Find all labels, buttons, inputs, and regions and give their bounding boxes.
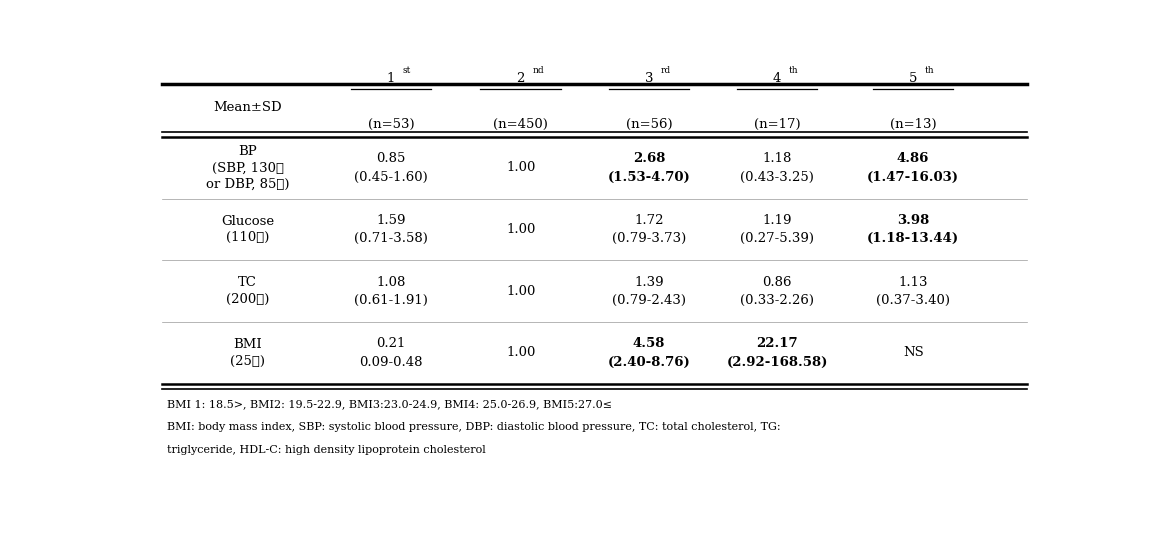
Text: (n=13): (n=13) [890,118,936,131]
Text: NS: NS [903,346,924,360]
Text: 0.85: 0.85 [376,152,406,165]
Text: (25≧): (25≧) [230,355,265,368]
Text: 1.72: 1.72 [635,214,664,227]
Text: 4: 4 [773,72,781,85]
Text: 0.09-0.48: 0.09-0.48 [360,355,423,368]
Text: (0.61-1.91): (0.61-1.91) [354,294,428,307]
Text: (0.71-3.58): (0.71-3.58) [354,232,428,245]
Text: (0.33-2.26): (0.33-2.26) [740,294,814,307]
Text: rd: rd [660,65,670,75]
Text: (n=450): (n=450) [494,118,548,131]
Text: (0.37-3.40): (0.37-3.40) [876,294,950,307]
Text: 2: 2 [517,72,525,85]
Text: BMI: BMI [234,338,262,351]
Text: (0.45-1.60): (0.45-1.60) [354,171,428,184]
Text: 1.39: 1.39 [635,275,664,288]
Text: Mean±SD: Mean±SD [213,102,282,114]
Text: 3: 3 [645,72,653,85]
Text: BMI: body mass index, SBP: systolic blood pressure, DBP: diastolic blood pressur: BMI: body mass index, SBP: systolic bloo… [166,422,780,433]
Text: nd: nd [533,65,544,75]
Text: 2.68: 2.68 [632,152,665,165]
Text: (0.79-2.43): (0.79-2.43) [612,294,686,307]
Text: 1.59: 1.59 [376,214,406,227]
Text: 0.21: 0.21 [376,338,406,350]
Text: 1: 1 [387,72,395,85]
Text: (0.43-3.25): (0.43-3.25) [740,171,814,184]
Text: 1.00: 1.00 [506,161,535,174]
Text: 1.19: 1.19 [762,214,792,227]
Text: 22.17: 22.17 [756,338,798,350]
Text: (SBP, 130≧: (SBP, 130≧ [212,161,283,174]
Text: (0.79-3.73): (0.79-3.73) [612,232,686,245]
Text: (n=17): (n=17) [754,118,800,131]
Text: or DBP, 85≧): or DBP, 85≧) [206,178,289,191]
Text: (1.47-16.03): (1.47-16.03) [867,171,959,184]
Text: 0.86: 0.86 [762,275,792,288]
Text: (n=53): (n=53) [368,118,414,131]
Text: th: th [788,65,799,75]
Text: 1.08: 1.08 [376,275,406,288]
Text: st: st [402,65,410,75]
Text: BP: BP [238,145,257,158]
Text: 1.00: 1.00 [506,346,535,360]
Text: Glucose: Glucose [221,215,274,228]
Text: 3.98: 3.98 [897,214,929,227]
Text: BMI 1: 18.5>, BMI2: 19.5-22.9, BMI3:23.0-24.9, BMI4: 25.0-26.9, BMI5:27.0≤: BMI 1: 18.5>, BMI2: 19.5-22.9, BMI3:23.0… [166,400,612,409]
Text: (110≧): (110≧) [225,232,269,245]
Text: 4.86: 4.86 [897,152,929,165]
Text: triglyceride, HDL-C: high density lipoprotein cholesterol: triglyceride, HDL-C: high density lipopr… [166,446,486,455]
Text: 1.00: 1.00 [506,285,535,298]
Text: (0.27-5.39): (0.27-5.39) [740,232,814,245]
Text: th: th [925,65,934,75]
Text: 1.00: 1.00 [506,223,535,236]
Text: (200≧): (200≧) [225,293,269,306]
Text: (n=56): (n=56) [625,118,672,131]
Text: 4.58: 4.58 [632,338,665,350]
Text: (1.53-4.70): (1.53-4.70) [608,171,690,184]
Text: 5: 5 [909,72,918,85]
Text: TC: TC [238,276,257,289]
Text: 1.18: 1.18 [762,152,792,165]
Text: 1.13: 1.13 [898,275,928,288]
Text: (2.92-168.58): (2.92-168.58) [726,355,828,368]
Text: (1.18-13.44): (1.18-13.44) [867,232,959,245]
Text: (2.40-8.76): (2.40-8.76) [608,355,690,368]
